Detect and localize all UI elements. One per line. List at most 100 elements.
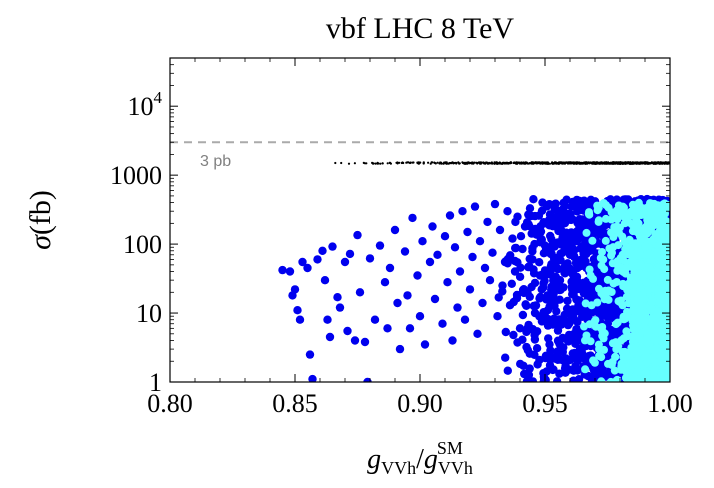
black-point (605, 161, 608, 164)
black-point (396, 161, 399, 164)
blue-point (558, 248, 567, 258)
x-axis-label-den-sup: SM (437, 438, 463, 458)
x-axis-label-main-sub: VVh (381, 458, 416, 478)
cyan-point (653, 249, 662, 258)
blue-point (503, 207, 512, 216)
blue-point (533, 360, 542, 369)
black-point (528, 162, 531, 165)
black-point (566, 161, 569, 164)
blue-point (458, 207, 467, 216)
blue-point (278, 265, 287, 275)
blue-point (506, 251, 515, 260)
blue-point (534, 211, 544, 220)
cyan-point (611, 353, 620, 361)
black-point (548, 162, 552, 165)
blue-point (584, 292, 593, 301)
blue-point (403, 291, 412, 300)
cyan-point (633, 356, 642, 365)
blue-point (535, 294, 544, 303)
blue-point (333, 293, 342, 302)
y-tick-label: 100 (123, 230, 162, 259)
cyan-point (648, 317, 657, 326)
reference-line-label: 3 pb (200, 153, 231, 170)
cyan-point (645, 263, 653, 272)
black-point (490, 161, 493, 164)
blue-point (450, 243, 460, 252)
blue-point (529, 195, 538, 204)
blue-point (538, 283, 548, 292)
blue-point (383, 324, 392, 333)
blue-point (525, 364, 534, 373)
blue-point (455, 267, 465, 276)
blue-point (623, 195, 633, 204)
blue-point (518, 244, 527, 254)
blue-point (555, 295, 564, 304)
blue-point (522, 377, 532, 382)
blue-point (562, 195, 571, 204)
cyan-point (654, 242, 663, 250)
black-point (532, 162, 535, 165)
blue-point (428, 222, 437, 231)
blue-point (570, 352, 579, 362)
blue-point (295, 315, 305, 324)
black-point (493, 161, 496, 164)
cyan-point (649, 356, 658, 365)
black-point (386, 162, 389, 165)
cyan-point (662, 204, 670, 213)
black-point (406, 161, 409, 164)
black-point (334, 161, 337, 165)
black-point (555, 162, 558, 165)
blue-point (343, 326, 352, 336)
svg-text:gVVh/gVVhSM: gVVh/gVVhSM (367, 438, 473, 478)
blue-point (438, 319, 447, 328)
black-point (643, 162, 646, 165)
black-point (402, 161, 405, 165)
cyan-point (641, 368, 650, 377)
blue-point (570, 228, 579, 238)
blue-point (518, 310, 528, 320)
black-point (646, 162, 649, 165)
blue-point (511, 243, 521, 253)
cyan-point (604, 288, 613, 297)
blue-point (515, 324, 525, 333)
cyan-point (649, 376, 658, 382)
blue-point (529, 269, 539, 278)
blue-point (308, 374, 317, 382)
blue-point (393, 298, 402, 308)
cyan-point (638, 336, 647, 345)
black-point (444, 161, 447, 165)
black-point (442, 162, 445, 165)
black-point (576, 161, 579, 164)
blue-point (568, 269, 577, 278)
y-axis-label: σ(fb) (24, 190, 57, 250)
black-point (639, 162, 642, 165)
blue-point (400, 247, 410, 256)
cyan-point (618, 348, 627, 356)
cyan-point (643, 203, 652, 212)
black-point (568, 161, 571, 164)
blue-point (557, 320, 566, 329)
blue-point (290, 285, 300, 294)
x-tick-label: 0.85 (272, 389, 318, 418)
cyan-point (582, 228, 591, 237)
x-axis-label-den: g (424, 444, 438, 475)
blue-point (549, 294, 558, 304)
blue-point (508, 234, 517, 243)
black-point (433, 161, 436, 164)
cyan-point (635, 202, 644, 211)
blue-point (520, 369, 529, 379)
blue-point (365, 254, 375, 263)
blue-point (536, 227, 546, 236)
black-point (450, 161, 453, 165)
cyan-point (612, 278, 621, 286)
black-point (666, 161, 669, 164)
black-point (539, 161, 543, 164)
blue-point (510, 256, 520, 266)
black-point (635, 162, 638, 165)
black-point (427, 161, 430, 164)
blue-point (305, 350, 315, 359)
cyan-point (632, 227, 641, 236)
cyan-point (641, 242, 650, 251)
blue-point (543, 321, 553, 330)
